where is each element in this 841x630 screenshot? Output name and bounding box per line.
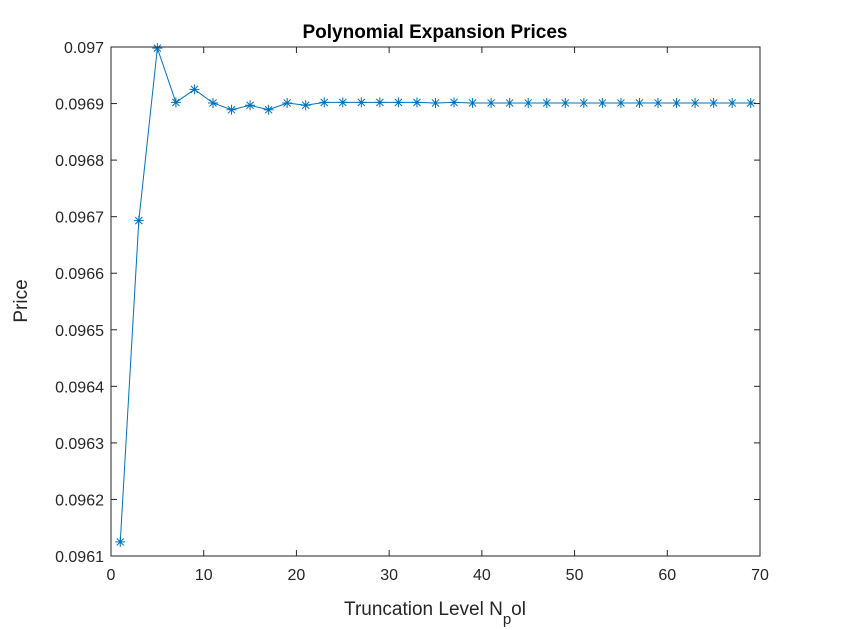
data-point-marker [597, 97, 608, 108]
x-tick-label: 50 [566, 567, 584, 584]
y-tick-label: 0.0968 [55, 153, 104, 170]
series-layer [115, 43, 756, 547]
data-point-marker [578, 97, 589, 108]
data-point-marker [300, 100, 311, 111]
data-point-marker [634, 97, 645, 108]
y-tick-label: 0.0964 [55, 379, 104, 396]
data-point-marker [708, 97, 719, 108]
x-tick-label: 30 [380, 567, 398, 584]
y-tick-label: 0.0967 [55, 210, 104, 227]
data-point-marker [170, 97, 181, 108]
data-point-marker [745, 97, 756, 108]
data-point-marker [671, 97, 682, 108]
x-axis-label: Truncation Level Npol [344, 599, 526, 628]
x-axis-label-subscript: p [503, 611, 511, 628]
y-tick-label: 0.0965 [55, 323, 104, 340]
data-point-marker [504, 97, 515, 108]
data-point-marker [263, 104, 274, 115]
data-point-marker [319, 97, 330, 108]
data-point-marker [207, 97, 218, 108]
data-point-marker [374, 97, 385, 108]
axes-layer: 0 10 20 30 40 50 60 70 0.0961 0.0962 0.0963 0.0964 0… [55, 40, 769, 584]
x-tick-label: 0 [107, 567, 116, 584]
y-tick-label: 0.0961 [55, 549, 104, 566]
data-point-marker [115, 536, 126, 547]
x-tick-label: 60 [658, 567, 676, 584]
data-point-marker [282, 97, 293, 108]
data-point-marker [226, 104, 237, 115]
data-point-marker [523, 97, 534, 108]
data-point-marker [245, 100, 256, 111]
data-point-marker [411, 97, 422, 108]
y-tick-label: 0.0966 [55, 266, 104, 283]
y-axis-label: Price [11, 279, 32, 322]
y-tick-label: 0.097 [64, 40, 104, 57]
x-axis-label-main: Truncation Level N [344, 599, 503, 620]
data-point-marker [189, 84, 200, 95]
x-tick-label: 70 [751, 567, 769, 584]
chart-title: Polynomial Expansion Prices [302, 22, 567, 43]
x-axis-label-suffix: ol [511, 599, 526, 620]
data-point-marker [727, 97, 738, 108]
x-tick-label: 40 [473, 567, 491, 584]
y-tick-label: 0.0962 [55, 492, 104, 509]
data-point-marker [541, 97, 552, 108]
data-point-marker [152, 43, 163, 54]
data-point-marker [337, 97, 348, 108]
data-point-marker [430, 97, 441, 108]
data-point-marker [133, 215, 144, 226]
plot-area [111, 47, 760, 556]
data-point-marker [356, 97, 367, 108]
data-point-marker [560, 97, 571, 108]
data-point-marker [653, 97, 664, 108]
x-tick-label: 10 [195, 567, 213, 584]
data-point-marker [486, 97, 497, 108]
data-point-marker [467, 97, 478, 108]
x-tick-label: 20 [288, 567, 306, 584]
data-point-marker [615, 97, 626, 108]
y-tick-label: 0.0963 [55, 436, 104, 453]
y-tick-label: 0.0969 [55, 97, 104, 114]
axes-box [110, 46, 761, 557]
data-point-marker [393, 97, 404, 108]
data-point-marker [449, 97, 460, 108]
data-point-marker [690, 97, 701, 108]
